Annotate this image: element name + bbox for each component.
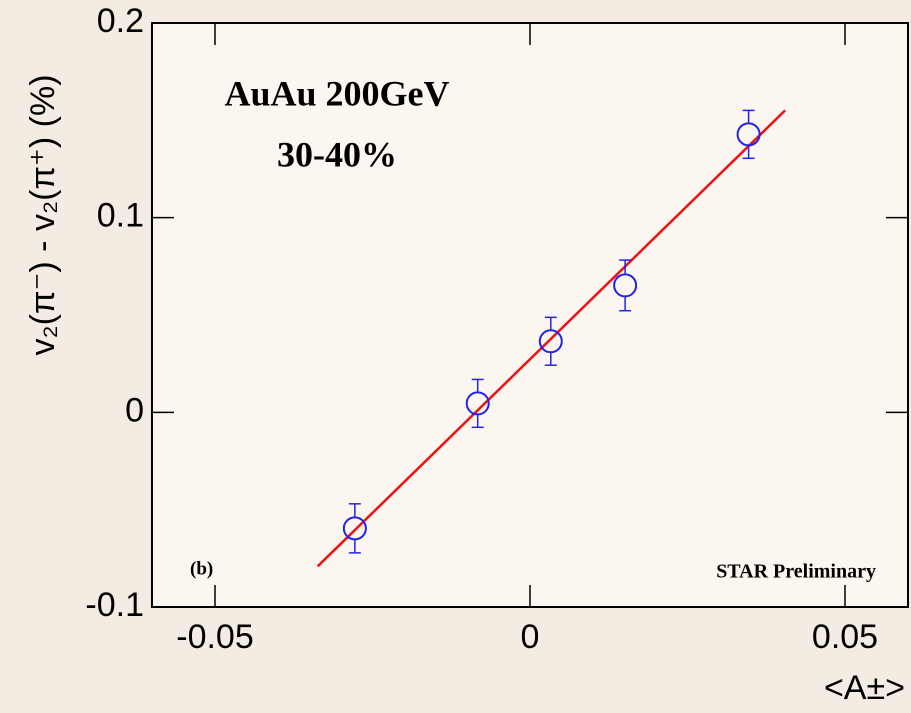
y-axis-label: v₂(π⁻) - v₂(π⁺) (%) xyxy=(24,74,62,355)
annotation: 30-40% xyxy=(277,134,397,174)
y-tick-label: 0.2 xyxy=(97,2,144,40)
x-tick-label: 0 xyxy=(521,618,540,656)
data-point xyxy=(342,516,367,541)
y-tick-label: -0.1 xyxy=(85,586,144,624)
data-point xyxy=(613,273,638,298)
data-point xyxy=(538,329,563,354)
plot-frame xyxy=(151,22,909,608)
annotation: (b) xyxy=(190,558,213,579)
x-tick-label: -0.05 xyxy=(176,618,254,656)
fit-line xyxy=(316,109,787,568)
y-tick-label: 0.1 xyxy=(97,197,144,235)
data-point xyxy=(736,122,761,147)
annotation: AuAu 200GeV xyxy=(224,73,449,113)
x-tick-label: 0.05 xyxy=(812,618,878,656)
y-tick-label: 0 xyxy=(125,391,144,429)
data-point xyxy=(465,391,490,416)
annotation: STAR Preliminary xyxy=(716,561,876,583)
x-axis-label: <A±> xyxy=(824,669,905,707)
